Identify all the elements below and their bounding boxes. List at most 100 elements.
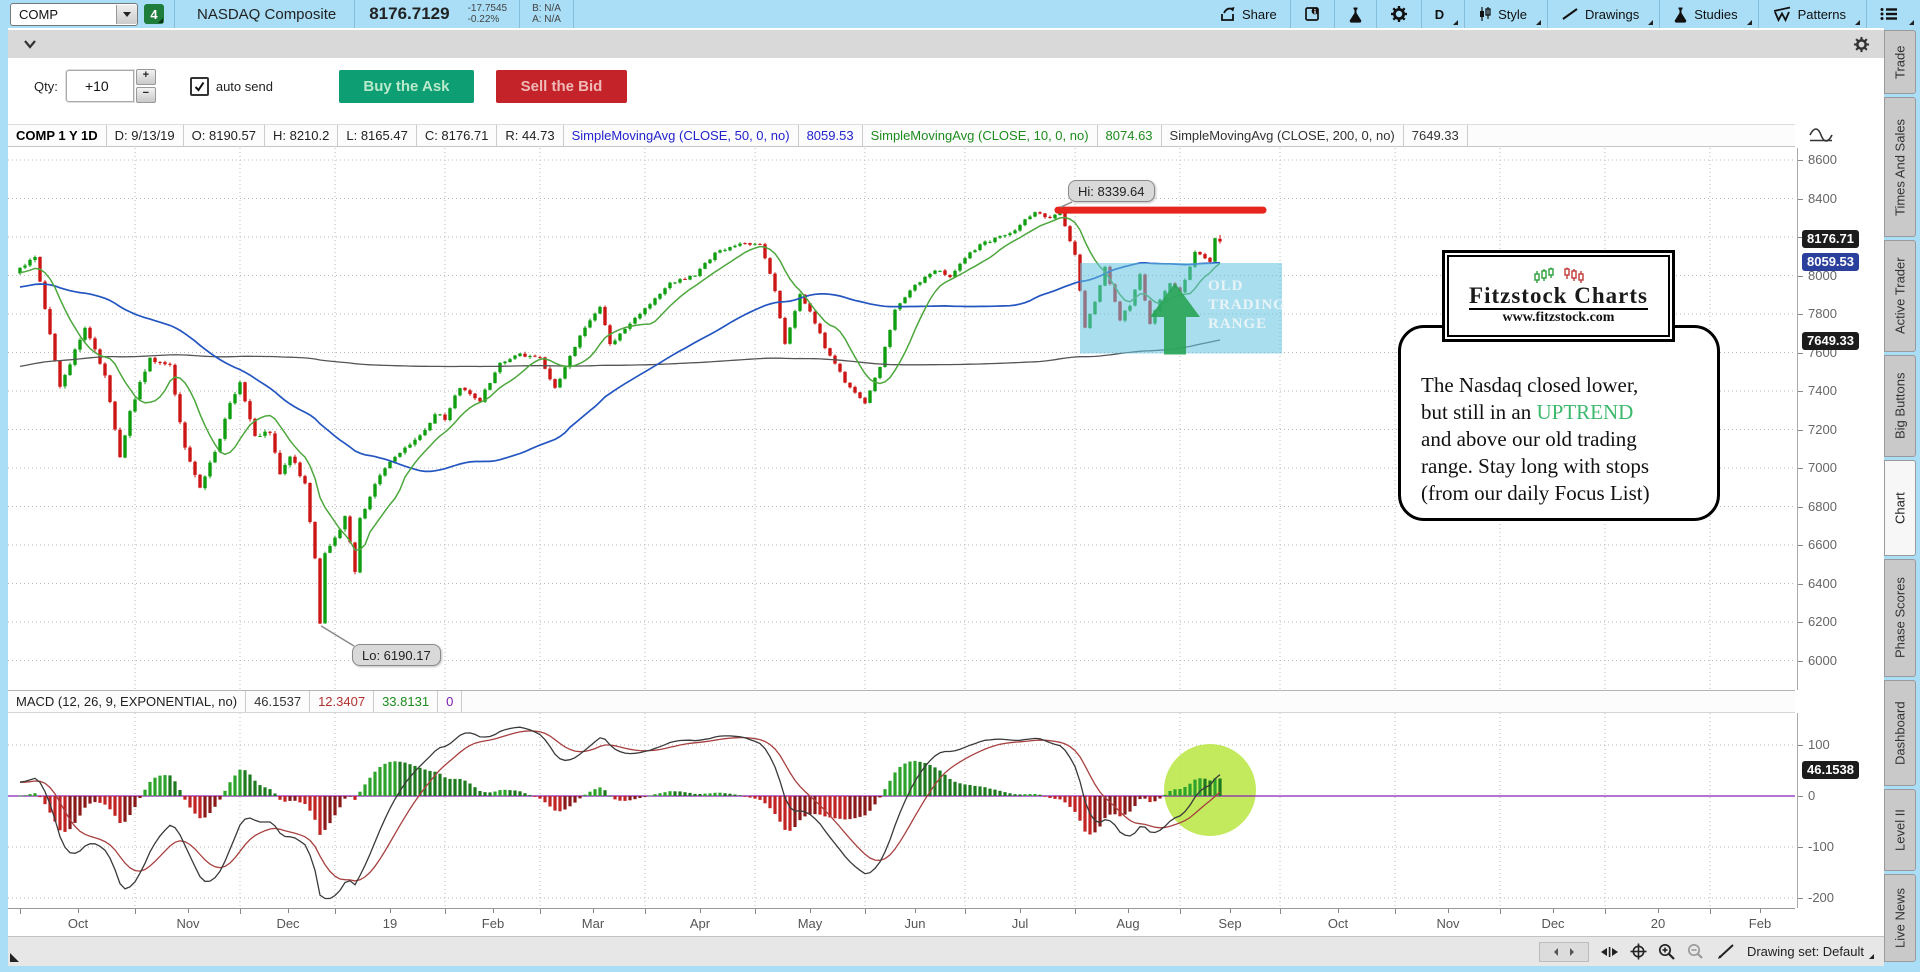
analyst-note: The Nasdaq closed lower, but still in an… [1398,325,1720,521]
price-tick-label: 6800 [1808,499,1837,514]
macd-pane[interactable] [8,713,1795,908]
time-label: Dec [276,916,300,931]
sma10-label[interactable]: SimpleMovingAvg (CLOSE, 10, 0, no) [863,125,1098,146]
timeframe-button[interactable]: D [1426,0,1460,28]
price-badge: 8059.53 [1802,253,1859,271]
chart-description-button[interactable] [1295,0,1330,28]
time-label: Nov [176,916,200,931]
chart-menu-button[interactable] [1871,0,1916,28]
header-open: O: 8190.57 [184,125,265,146]
price-tick-label: 7200 [1808,422,1837,437]
chart-region: COMP 1 Y 1D D: 9/13/19 O: 8190.57 H: 821… [8,114,1884,966]
collapse-chevron-icon[interactable] [22,39,38,49]
header-high: H: 8210.2 [265,125,339,146]
toolbar-divider [572,0,574,28]
style-button[interactable]: Style [1469,0,1543,28]
sma50-value: 8059.53 [799,125,863,146]
time-tick [335,909,336,914]
header-low: L: 8165.47 [338,125,417,146]
flask-icon [1674,7,1687,23]
panel-gear-icon[interactable] [1853,36,1870,53]
time-label: Jun [904,916,926,931]
tab-dashboard[interactable]: Dashboard [1884,680,1916,786]
patterns-button[interactable]: Patterns [1763,0,1862,28]
drawing-tool-icon[interactable] [1716,943,1736,960]
green-up-arrow[interactable] [1150,282,1200,355]
time-axis[interactable]: Oct Nov Dec 19 Feb Mar Apr May Jun Jul Aug Sep Oct No… [8,908,1795,937]
time-tick [1658,909,1659,913]
quantity-field[interactable] [65,70,134,102]
sell-the-bid-button[interactable]: Sell the Bid [495,69,627,103]
toolbar-divider [1289,0,1291,28]
link-group-badge[interactable]: 4 [144,4,164,24]
tab-big-buttons[interactable]: Big Buttons [1884,355,1916,457]
time-tick [1448,909,1449,913]
time-tick [1230,909,1231,913]
toolbar-divider [1866,0,1867,28]
time-label: May [797,916,823,931]
sma200-label[interactable]: SimpleMovingAvg (CLOSE, 200, 0, no) [1162,125,1404,146]
resize-corner[interactable] [10,953,19,962]
tab-active-trader[interactable]: Active Trader [1884,240,1916,352]
time-label: Aug [1116,916,1140,931]
price-tick-label: 7800 [1808,306,1837,321]
quantity-input[interactable] [66,77,127,95]
sma50-label[interactable]: SimpleMovingAvg (CLOSE, 50, 0, no) [564,125,799,146]
price-axis[interactable]: 8600840082008000780076007400720070006800… [1797,148,1885,690]
price-tick [1798,237,1803,238]
pan-left-icon[interactable] [1553,947,1559,957]
drawings-button[interactable]: Drawings [1552,0,1655,28]
qty-decrement-button[interactable]: − [135,87,156,103]
symbol-text: COMP [19,6,58,22]
fit-width-icon[interactable] [1600,945,1619,959]
hi-pointer [1060,201,1073,208]
time-tick [1395,909,1396,914]
macd-avg: 12.3407 [310,691,375,712]
symbol-dropdown-button[interactable] [116,4,137,24]
pan-right-icon[interactable] [1569,947,1575,957]
tab-chart[interactable]: Chart [1884,460,1916,556]
chevron-down-icon [123,12,131,17]
toolbar-divider [1547,0,1549,28]
macd-axis[interactable]: 100 0 -100 -200 46.1538 [1797,713,1885,908]
share-button[interactable]: Share [1210,0,1286,28]
quantity-stepper: + − [135,69,156,103]
qty-label: Qty: [34,78,58,94]
price-chart-svg[interactable] [8,148,1795,690]
header-range: R: 44.73 [497,125,564,146]
candlestick-icon [1480,7,1491,21]
quick-study-button[interactable] [1339,0,1372,28]
zoom-out-icon[interactable] [1687,943,1705,961]
time-label: Apr [689,916,711,931]
crosshair-icon[interactable] [1630,943,1647,960]
gear-icon [1390,6,1407,22]
time-tick [78,909,79,913]
low-marker-tooltip: Lo: 6190.17 [352,644,441,666]
macd-chart-svg[interactable] [8,713,1795,908]
tab-level-ii[interactable]: Level II [1884,789,1916,871]
macd-tick-label: 0 [1808,788,1816,803]
macd-label[interactable]: MACD (12, 26, 9, EXPONENTIAL, no) [8,691,247,712]
buy-the-ask-button[interactable]: Buy the Ask [338,69,474,103]
price-pane[interactable]: Hi: 8339.64 Lo: 6190.17 OLD TRADING RANG… [8,148,1795,690]
pan-scroll-control[interactable] [1538,941,1589,962]
tab-live-news[interactable]: Live News [1884,874,1916,962]
drawing-set-selector[interactable]: Drawing set: Default [1747,944,1875,959]
macd-tick [1798,898,1803,899]
time-label: Oct [1327,916,1349,931]
studies-button[interactable]: Studies [1664,0,1753,28]
sma10-value: 8074.63 [1098,125,1162,146]
axis-scale-icon[interactable] [1808,126,1834,144]
macd-grid [8,713,1795,908]
auto-send-checkbox[interactable] [189,76,209,96]
tab-times-and-sales[interactable]: Times And Sales [1884,97,1916,237]
toolbar-divider [1757,0,1759,28]
symbol-select[interactable]: COMP [10,2,138,26]
qty-increment-button[interactable]: + [135,69,156,85]
chart-settings-button[interactable] [1381,0,1417,28]
tab-phase-scores[interactable]: Phase Scores [1884,559,1916,677]
tab-trade[interactable]: Trade [1884,30,1916,94]
zoom-in-icon[interactable] [1658,943,1676,961]
order-entry-row: Qty: + − auto send Buy the Ask Sell the … [8,58,1884,114]
time-label: Sep [1218,916,1242,931]
